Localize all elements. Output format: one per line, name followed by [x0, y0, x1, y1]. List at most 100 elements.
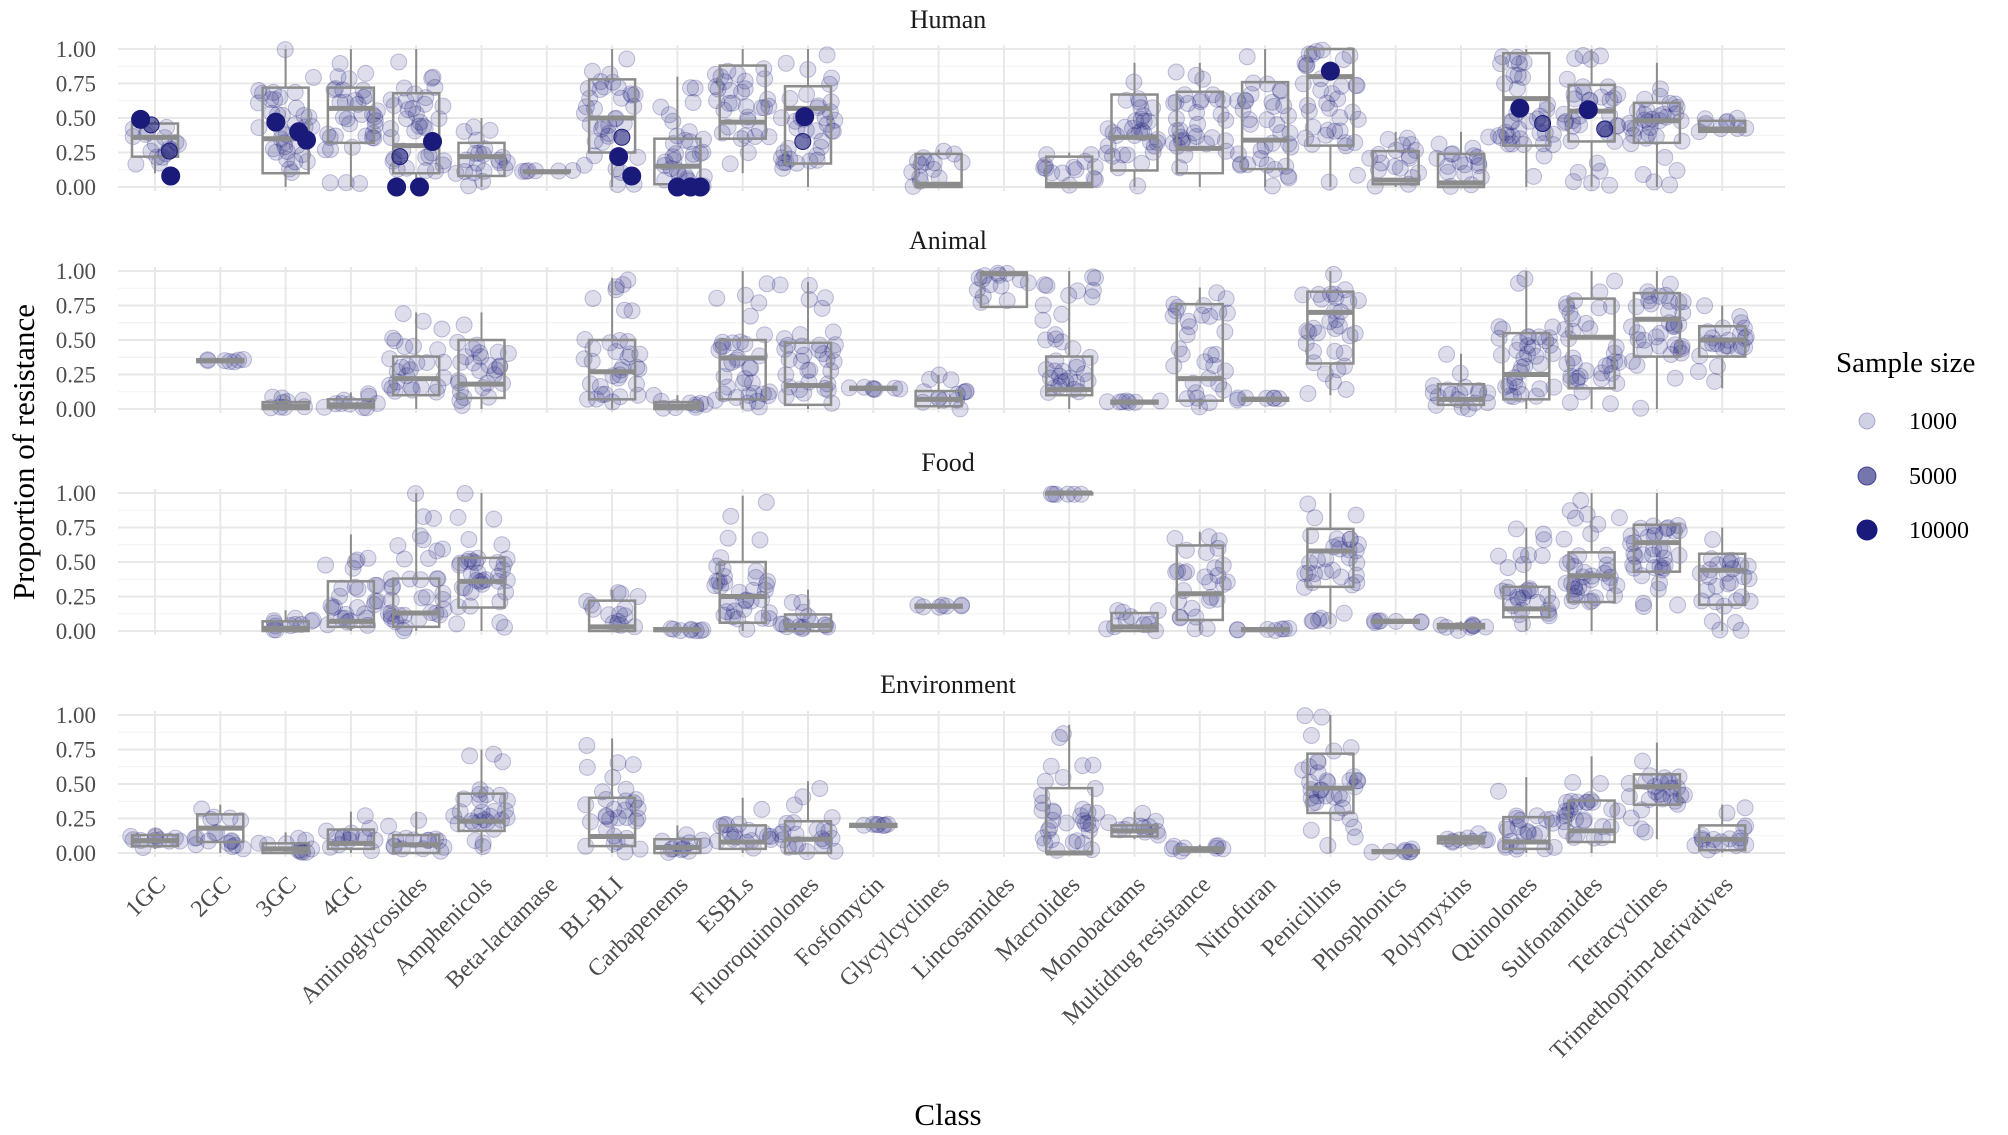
box-food-phosphonics [1366, 612, 1430, 631]
data-point [1047, 330, 1065, 348]
data-point [745, 384, 763, 402]
data-point [1178, 390, 1196, 408]
data-point [382, 129, 400, 147]
data-point [1212, 105, 1230, 123]
data-point [287, 99, 305, 117]
data-point [1510, 120, 1528, 138]
data-point [736, 286, 754, 304]
box-iqr [1175, 90, 1225, 175]
data-point [719, 529, 737, 547]
data-point [346, 553, 364, 571]
data-point [595, 78, 613, 96]
data-point [1565, 354, 1583, 372]
data-point [591, 81, 609, 98]
data-point [1327, 289, 1345, 307]
data-point [801, 152, 819, 170]
data-point [1305, 319, 1323, 337]
data-point [1650, 337, 1668, 355]
data-point [1296, 55, 1314, 72]
data-point [1302, 727, 1320, 744]
data-point [1201, 573, 1219, 591]
data-point [1492, 129, 1510, 146]
data-point [1263, 93, 1281, 111]
data-point [1629, 331, 1647, 349]
data-point [629, 386, 647, 404]
data-point [625, 97, 643, 115]
box-food-bl-bli [578, 584, 647, 636]
box-iqr [783, 85, 833, 165]
data-point [1531, 824, 1549, 842]
data-point [1635, 598, 1653, 615]
data-point [1117, 91, 1135, 109]
box-environment-sulfonamides [1555, 756, 1627, 853]
data-point [777, 54, 795, 72]
data-point [1531, 380, 1549, 398]
data-point [329, 68, 347, 86]
x-axis-labels: 1GC 2GC 3GC 4GCAminoglycosidesAmphenicolsBe… [121, 872, 1739, 1065]
data-point [1316, 365, 1334, 383]
data-point [390, 53, 408, 71]
data-point [758, 275, 776, 293]
data-point [426, 79, 444, 96]
data-point [464, 340, 482, 358]
data-point [1728, 109, 1746, 127]
data-point [1170, 340, 1188, 358]
data-point [1515, 349, 1533, 367]
data-point [733, 83, 751, 101]
data-point [736, 370, 754, 388]
box-human-multidrug-resistance [1164, 62, 1235, 187]
box-iqr [914, 152, 963, 189]
data-point [736, 127, 754, 145]
data-point [801, 361, 819, 379]
data-point-large [1534, 115, 1552, 132]
data-point [481, 121, 499, 139]
data-point [1065, 158, 1083, 176]
data-point [998, 292, 1016, 310]
data-point [628, 375, 645, 393]
data-point [1326, 122, 1344, 140]
data-point [1034, 296, 1052, 314]
data-point [1084, 281, 1102, 299]
data-point [349, 599, 366, 616]
data-point [1558, 298, 1576, 316]
data-point [1534, 135, 1552, 153]
data-point [821, 75, 839, 93]
data-point [1386, 158, 1404, 175]
box-food-nitrofuran [1228, 620, 1298, 639]
box-food-multidrug-resistance [1166, 528, 1236, 638]
panel-title-food: Food [921, 448, 974, 477]
data-point [581, 375, 599, 393]
data-point [1320, 173, 1338, 191]
data-point [1331, 109, 1349, 126]
data-point [404, 99, 422, 117]
data-point [1305, 342, 1322, 360]
data-point [1346, 828, 1364, 846]
data-point [1507, 520, 1525, 538]
data-point [629, 588, 647, 605]
data-point [1277, 157, 1295, 175]
data-point [1535, 147, 1553, 165]
data-point [1217, 132, 1234, 150]
box-iqr [457, 141, 506, 178]
data-point [1173, 345, 1191, 363]
y-tick-label: 0.25 [56, 141, 96, 166]
data-point [1217, 111, 1235, 129]
y-tick-label: 0.00 [56, 175, 96, 200]
data-point [1188, 389, 1206, 407]
data-point [1525, 167, 1543, 185]
data-point [1281, 124, 1299, 142]
panel-animal: Animal 0.00 0.25 0.50 0.75 1.00 [56, 226, 1785, 422]
data-point [384, 329, 402, 347]
data-point [434, 584, 452, 602]
box-environment-amphenicols [445, 745, 516, 856]
data-point [785, 814, 802, 832]
data-point [601, 334, 619, 352]
data-point [428, 542, 446, 560]
data-point [355, 88, 373, 106]
data-point [1319, 121, 1337, 139]
data-point [1051, 367, 1069, 385]
data-point [1509, 378, 1526, 396]
data-point [1265, 97, 1283, 115]
data-point [709, 80, 727, 98]
data-point [1608, 577, 1626, 594]
